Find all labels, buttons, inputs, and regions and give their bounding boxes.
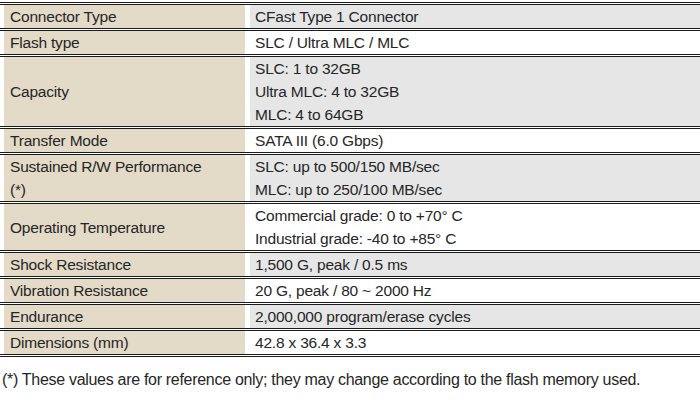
spec-label: Sustained R/W Performance (*) [10,155,201,201]
spec-table: Connector Type CFast Type 1 Connector Fl… [0,2,700,357]
spec-row: Sustained R/W Performance (*) SLC: up to… [0,155,700,204]
spec-value: 42.8 x 36.4 x 3.3 [255,331,366,354]
spec-label: Transfer Mode [10,129,108,152]
spec-value-cell: SLC: 1 to 32GB Ultra MLC: 4 to 32GB MLC:… [250,57,700,126]
spec-label-cell: Dimensions (mm) [4,331,245,354]
spec-label-cell: Connector Type [4,5,245,28]
spec-value: 1,500 G, peak / 0.5 ms [255,253,407,276]
spec-row: Transfer Mode SATA III (6.0 Gbps) [0,129,700,155]
spec-label: Connector Type [10,5,116,28]
spec-label: Shock Resistance [10,253,131,276]
spec-value: SLC / Ultra MLC / MLC [255,31,409,54]
spec-value: SATA III (6.0 Gbps) [255,129,383,152]
spec-value: 20 G, peak / 80 ~ 2000 Hz [255,279,431,302]
spec-label: Capacity [10,80,69,103]
spec-label-cell: Endurance [4,305,245,328]
spec-label-cell: Sustained R/W Performance (*) [4,155,245,201]
spec-label: Dimensions (mm) [10,331,128,354]
spec-label-cell: Flash type [4,31,245,54]
spec-value-cell: 2,000,000 program/erase cycles [250,305,700,328]
spec-label-cell: Capacity [4,57,245,126]
spec-row: Shock Resistance 1,500 G, peak / 0.5 ms [0,253,700,279]
spec-label-cell: Operating Temperature [4,204,245,250]
spec-value: CFast Type 1 Connector [255,5,418,28]
spec-row: Operating Temperature Commercial grade: … [0,204,700,253]
spec-value: Commercial grade: 0 to +70° C Industrial… [255,204,463,250]
spec-label: Operating Temperature [10,216,165,239]
spec-value-cell: Commercial grade: 0 to +70° C Industrial… [250,204,700,250]
spec-value-cell: SLC / Ultra MLC / MLC [250,31,700,54]
spec-row: Vibration Resistance 20 G, peak / 80 ~ 2… [0,279,700,305]
spec-value-cell: 42.8 x 36.4 x 3.3 [250,331,700,354]
spec-value-cell: 20 G, peak / 80 ~ 2000 Hz [250,279,700,302]
spec-label-cell: Transfer Mode [4,129,245,152]
spec-label-cell: Vibration Resistance [4,279,245,302]
spec-value: SLC: 1 to 32GB Ultra MLC: 4 to 32GB MLC:… [255,57,399,126]
spec-value-cell: SLC: up to 500/150 MB/sec MLC: up to 250… [250,155,700,201]
spec-row: Dimensions (mm) 42.8 x 36.4 x 3.3 [0,331,700,357]
spec-label: Vibration Resistance [10,279,148,302]
spec-value-cell: CFast Type 1 Connector [250,5,700,28]
spec-value: 2,000,000 program/erase cycles [255,305,470,328]
spec-row: Endurance 2,000,000 program/erase cycles [0,305,700,331]
spec-label: Flash type [10,31,80,54]
spec-label: Endurance [10,305,83,328]
spec-value: SLC: up to 500/150 MB/sec MLC: up to 250… [255,155,442,201]
spec-row: Capacity SLC: 1 to 32GB Ultra MLC: 4 to … [0,57,700,129]
spec-value-cell: SATA III (6.0 Gbps) [250,129,700,152]
spec-row: Flash type SLC / Ultra MLC / MLC [0,31,700,57]
footnote: (*) These values are for reference only;… [2,370,700,390]
spec-sheet-page: Connector Type CFast Type 1 Connector Fl… [0,2,700,405]
spec-row: Connector Type CFast Type 1 Connector [0,5,700,31]
spec-label-cell: Shock Resistance [4,253,245,276]
spec-value-cell: 1,500 G, peak / 0.5 ms [250,253,700,276]
